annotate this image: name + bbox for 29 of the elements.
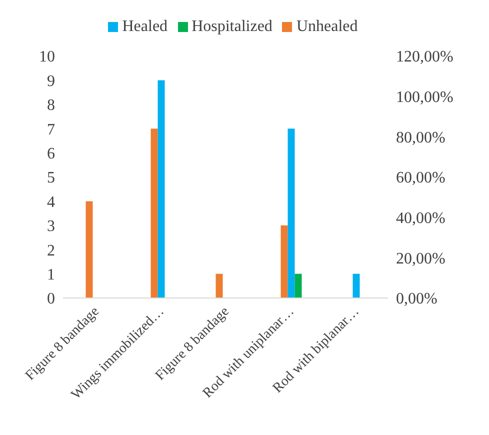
y2-tick-label: 80,00% xyxy=(396,129,446,146)
y-tick-label: 10 xyxy=(39,48,55,66)
bar xyxy=(352,274,360,298)
bar xyxy=(216,274,223,298)
y-tick-label: 1 xyxy=(47,266,55,284)
y-tick-label: 3 xyxy=(47,218,55,236)
y-tick-label: 4 xyxy=(47,194,55,211)
y-tick-label: 9 xyxy=(47,72,55,90)
legend-label: Hospitalized xyxy=(192,18,272,35)
y-tick-label: 2 xyxy=(47,242,55,260)
bar xyxy=(86,201,93,298)
y-tick-label: 6 xyxy=(47,145,55,162)
y-tick-label: 0 xyxy=(47,290,55,308)
y-tick-label: 8 xyxy=(47,97,55,114)
y2-tick-label: 120,00% xyxy=(396,48,454,66)
bar xyxy=(150,128,158,298)
bar xyxy=(294,274,302,298)
bar xyxy=(158,80,165,298)
y2-tick-label: 20,00% xyxy=(396,250,446,268)
bar xyxy=(288,128,295,298)
y2-tick-label: 100,00% xyxy=(396,89,454,106)
y2-tick-label: 60,00% xyxy=(396,170,446,187)
legend-label: Healed xyxy=(122,18,168,35)
y2-tick-label: 0,00% xyxy=(396,290,438,308)
y-tick-label: 7 xyxy=(47,121,55,138)
legend-label: Unhealed xyxy=(296,18,358,35)
y-tick-label: 5 xyxy=(47,170,55,187)
bar xyxy=(280,225,288,298)
y2-tick-label: 40,00% xyxy=(396,210,446,228)
